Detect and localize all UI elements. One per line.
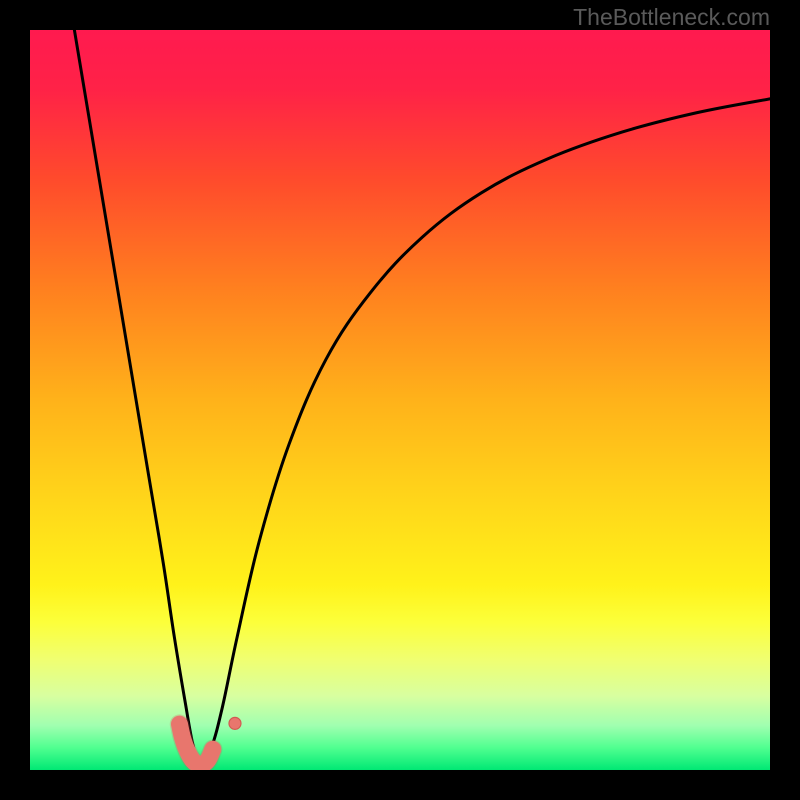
trough-marker-dot [229, 717, 241, 729]
trough-marker-worm [179, 724, 212, 765]
bottleneck-curve [74, 30, 770, 766]
plot-area [30, 30, 770, 770]
chart-svg [30, 30, 770, 770]
watermark-text: TheBottleneck.com [573, 4, 770, 31]
